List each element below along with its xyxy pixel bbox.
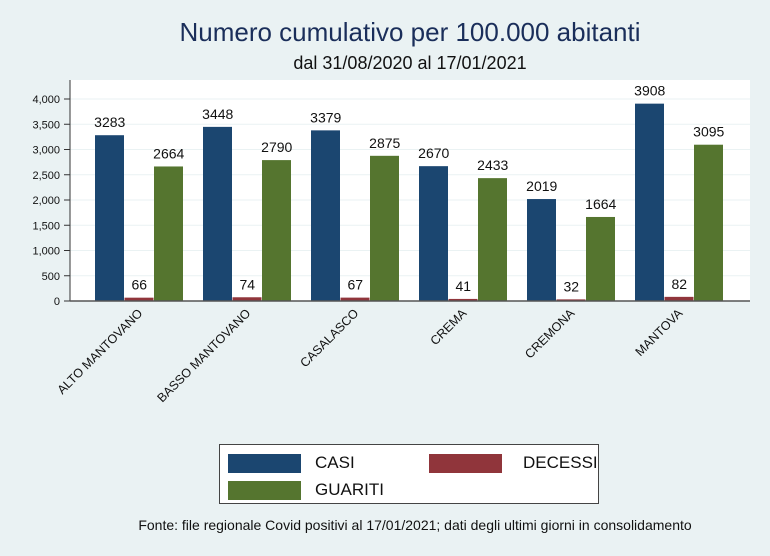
legend-swatch-decessi	[429, 453, 502, 473]
legend-swatch-guariti	[228, 480, 301, 500]
data-label: 32	[563, 278, 579, 294]
data-label: 1664	[585, 196, 616, 212]
bar-casi	[311, 130, 340, 301]
data-label: 3448	[202, 106, 233, 122]
data-label: 66	[131, 277, 147, 293]
bar-casi	[95, 135, 124, 301]
chart-subtitle: dal 31/08/2020 al 17/01/2021	[293, 53, 527, 73]
data-label: 82	[671, 276, 687, 292]
bar-guariti	[586, 216, 615, 301]
bar-guariti	[694, 144, 723, 301]
chart-title: Numero cumulativo per 100.000 abitanti	[179, 17, 641, 47]
x-tick-label: BASSO MANTOVANO	[154, 306, 253, 405]
bar-decessi	[232, 297, 262, 301]
legend-label-casi: CASI	[315, 453, 355, 472]
bar-chart: 05001,0001,5002,0002,5003,0003,5004,000 …	[32, 80, 750, 405]
y-tick-label: 0	[54, 296, 60, 308]
bar-casi	[527, 199, 556, 301]
data-label: 74	[239, 276, 255, 292]
data-label: 2790	[261, 139, 292, 155]
y-tick-label: 2,000	[32, 195, 60, 207]
data-labels: 3283 66 2664 3448 74 2790 3379 67 2875 2670 41 2433…	[94, 83, 724, 295]
legend-label-guariti: GUARITI	[315, 480, 384, 499]
y-axis: 0 500 1,000 1,500 2,000 2,500 3,000 3,500 4,000	[32, 80, 71, 308]
bar-decessi	[556, 299, 586, 301]
y-tick-label: 3,000	[32, 145, 60, 157]
data-label: 3095	[693, 124, 724, 140]
legend: CASI DECESSI GUARITI	[219, 444, 599, 504]
legend-item-guariti: GUARITI	[228, 480, 384, 500]
legend-item-casi: CASI	[228, 453, 355, 473]
data-label: 2875	[369, 135, 400, 151]
data-label: 2670	[418, 145, 449, 161]
bar-decessi	[664, 296, 694, 301]
bar-decessi	[340, 297, 370, 301]
bar-guariti	[478, 178, 507, 301]
data-label: 2433	[477, 157, 508, 173]
data-label: 41	[455, 278, 471, 294]
y-tick-label: 500	[42, 271, 60, 283]
bar-guariti	[370, 155, 399, 301]
source-note: Fonte: file regionale Covid positivi al …	[138, 517, 692, 533]
bar-casi	[635, 103, 664, 302]
y-tick-label: 2,500	[32, 170, 60, 182]
y-tick-label: 1,000	[32, 246, 60, 258]
bar-casi	[203, 126, 232, 301]
bar-guariti	[154, 166, 183, 301]
data-label: 2019	[526, 178, 557, 194]
data-label: 3379	[310, 109, 341, 125]
data-label: 2664	[153, 145, 184, 161]
x-tick-label: CREMA	[428, 306, 470, 348]
bars	[95, 103, 723, 302]
y-tick-label: 1,500	[32, 220, 60, 232]
y-tick-label: 4,000	[32, 94, 60, 106]
x-axis: ALTO MANTOVANO BASSO MANTOVANO CASALASCO CR…	[55, 300, 750, 405]
bar-decessi	[448, 298, 478, 301]
y-tick-label: 3,500	[32, 119, 60, 131]
x-tick-label: ALTO MANTOVANO	[55, 306, 146, 397]
data-label: 3908	[634, 83, 665, 99]
x-tick-label: MANTOVA	[633, 306, 686, 359]
bar-decessi	[124, 297, 154, 301]
bar-casi	[419, 166, 448, 301]
legend-item-decessi: DECESSI	[429, 453, 598, 473]
x-tick-label: CASALASCO	[297, 306, 361, 370]
x-tick-label: CREMONA	[522, 306, 578, 362]
bar-guariti	[262, 160, 291, 301]
data-label: 67	[347, 277, 363, 293]
legend-swatch-casi	[228, 453, 301, 473]
data-label: 3283	[94, 114, 125, 130]
legend-label-decessi: DECESSI	[523, 453, 598, 472]
